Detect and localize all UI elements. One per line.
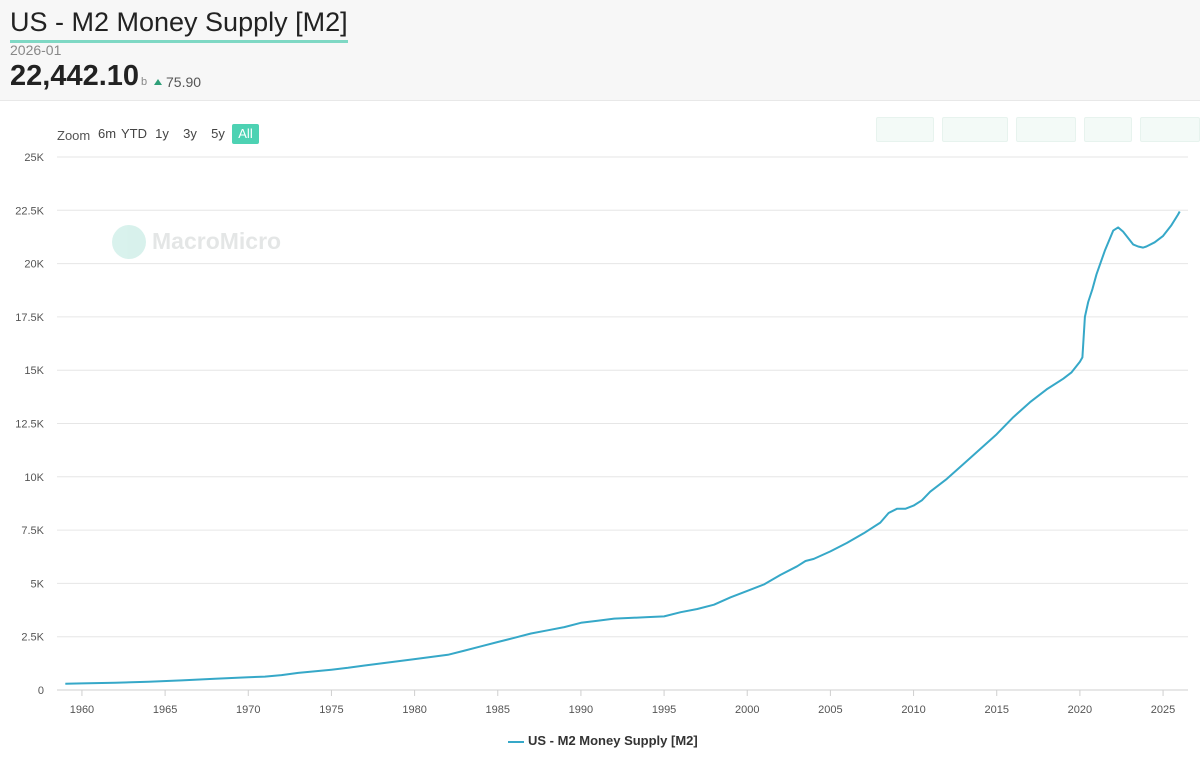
x-tick-label: 1995 xyxy=(652,704,676,716)
y-tick-label: 17.5K xyxy=(15,312,44,324)
y-tick-label: 5K xyxy=(31,578,45,590)
y-tick-label: 0 xyxy=(38,685,44,697)
y-tick-label: 2.5K xyxy=(21,632,44,644)
series-line xyxy=(65,211,1181,685)
y-tick-label: 15K xyxy=(24,365,44,377)
y-tick-label: 12.5K xyxy=(15,419,44,431)
value-unit: b xyxy=(141,76,148,88)
custom-button[interactable] xyxy=(942,117,1008,142)
x-tick-label: 1970 xyxy=(236,704,260,716)
x-tick-label: 1975 xyxy=(319,704,343,716)
chart-title: US - M2 Money Supply [M2] xyxy=(10,6,348,43)
watermark-text: MacroMicro xyxy=(152,228,282,254)
zoom-label: Zoom xyxy=(57,128,91,143)
y-tick-label: 25K xyxy=(24,152,44,164)
x-tick-label: 2000 xyxy=(735,704,759,716)
zoom-5y-button[interactable]: 5y xyxy=(211,126,225,141)
legend-swatch xyxy=(508,741,524,743)
zoom-3y-button[interactable]: 3y xyxy=(183,126,197,141)
x-tick-label: 2025 xyxy=(1151,704,1175,716)
value-change: 75.90 xyxy=(166,74,202,90)
macromicro-logo-icon xyxy=(112,225,146,259)
x-tick-label: 2020 xyxy=(1068,704,1092,716)
x-tick-label: 1960 xyxy=(70,704,94,716)
watermark: MacroMicro xyxy=(112,224,302,262)
share-button[interactable] xyxy=(876,117,934,142)
up-arrow-icon xyxy=(154,79,162,85)
image-button[interactable] xyxy=(1016,117,1076,142)
zoom-all-button[interactable]: All xyxy=(232,124,259,144)
x-tick-label: 2015 xyxy=(984,704,1008,716)
chart-header: US - M2 Money Supply [M2] 2026-01 22,442… xyxy=(0,0,1200,101)
y-tick-label: 20K xyxy=(24,259,44,271)
x-tick-label: 1980 xyxy=(402,704,426,716)
x-tick-label: 2010 xyxy=(901,704,925,716)
y-tick-label: 7.5K xyxy=(21,525,44,537)
zoom-6m-button[interactable]: 6m xyxy=(97,126,117,141)
edit-button[interactable] xyxy=(1084,117,1132,142)
latest-date: 2026-01 xyxy=(10,42,62,58)
legend-label: US - M2 Money Supply [M2] xyxy=(528,733,698,748)
latest-value: 22,442.10 xyxy=(10,60,140,92)
expand-button[interactable] xyxy=(1140,117,1200,142)
y-tick-label: 10K xyxy=(24,472,44,484)
x-tick-label: 1990 xyxy=(569,704,593,716)
x-tick-label: 1965 xyxy=(153,704,177,716)
zoom-ytd-button[interactable]: YTD xyxy=(121,126,147,141)
zoom-1y-button[interactable]: 1y xyxy=(155,126,169,141)
y-tick-label: 22.5K xyxy=(15,205,44,217)
x-tick-label: 1985 xyxy=(486,704,510,716)
x-tick-label: 2005 xyxy=(818,704,842,716)
